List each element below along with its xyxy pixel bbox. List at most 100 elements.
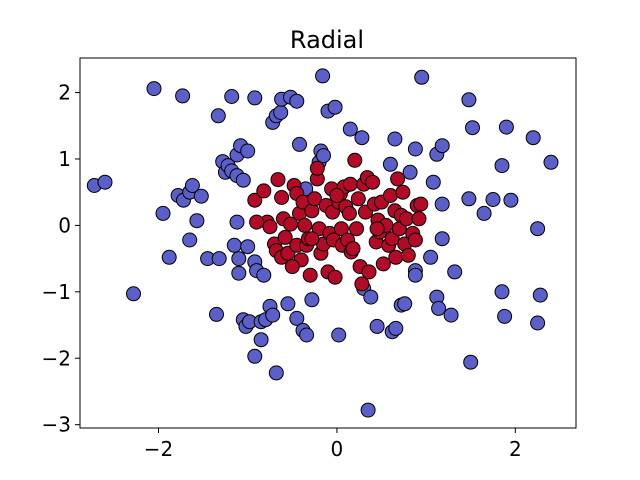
outer-class-point — [369, 318, 385, 334]
inner-class-point — [375, 256, 391, 272]
inner-class-point — [277, 229, 293, 245]
outer-class-point — [224, 89, 240, 104]
outer-class-point — [461, 92, 477, 108]
inner-class-point — [399, 211, 414, 227]
outer-class-point — [532, 287, 548, 303]
y-axis: −3 −2 −1 0 1 2 — [42, 81, 80, 437]
outer-class-point — [316, 148, 331, 164]
outer-class-point — [146, 81, 162, 97]
y-tick-label: −2 — [42, 346, 71, 370]
outer-class-point — [299, 327, 315, 343]
chart-title: Radial — [290, 26, 364, 54]
inner-class-point — [333, 221, 349, 237]
outer-class-point — [407, 267, 423, 283]
outer-class-point — [175, 88, 191, 104]
outer-class-point — [503, 192, 519, 208]
outer-class-point — [476, 205, 492, 221]
inner-class-point — [369, 221, 385, 237]
inner-class-point — [297, 217, 313, 233]
outer-class-point — [543, 154, 559, 170]
outer-class-point — [280, 296, 296, 312]
outer-class-point — [231, 265, 247, 281]
inner-class-point — [307, 191, 323, 207]
inner-class-point — [413, 196, 429, 212]
inner-class-point — [329, 188, 345, 203]
outer-class-point — [97, 174, 113, 190]
outer-class-point — [331, 327, 347, 343]
inner-class-point — [390, 171, 406, 187]
outer-class-point — [304, 292, 320, 308]
outer-class-point — [161, 249, 177, 265]
outer-class-point — [327, 99, 343, 115]
outer-class-point — [265, 307, 281, 323]
inner-class-point — [354, 276, 370, 292]
outer-class-point — [485, 192, 501, 207]
outer-class-point — [360, 402, 376, 418]
outer-class-point — [155, 205, 171, 221]
outer-class-point — [443, 307, 459, 323]
inner-class-point — [256, 183, 272, 199]
outer-class-point — [498, 119, 514, 135]
outer-class-point — [235, 172, 251, 188]
outer-class-point — [268, 365, 284, 381]
outer-class-point — [289, 310, 305, 326]
outer-class-point — [434, 231, 450, 247]
inner-class-point — [262, 219, 278, 235]
outer-class-point — [247, 90, 263, 106]
data-points — [86, 68, 559, 418]
outer-class-point — [240, 239, 256, 255]
x-axis: −2 0 2 — [144, 428, 522, 461]
inner-class-point — [302, 267, 318, 283]
outer-class-point — [184, 178, 200, 193]
outer-class-point — [247, 348, 263, 364]
inner-class-point — [395, 184, 411, 200]
inner-class-point — [361, 264, 377, 280]
outer-class-point — [210, 108, 226, 124]
outer-class-point — [289, 93, 305, 109]
x-tick-label: 0 — [331, 437, 344, 461]
outer-class-point — [315, 68, 331, 84]
inner-class-point — [304, 231, 320, 247]
x-tick-label: −2 — [144, 437, 173, 461]
outer-class-point — [525, 130, 541, 146]
outer-class-point — [231, 251, 247, 267]
inner-class-point — [350, 191, 366, 207]
outer-class-point — [388, 320, 404, 336]
outer-class-point — [397, 296, 413, 312]
y-tick-label: 2 — [58, 81, 71, 105]
outer-class-point — [530, 221, 546, 237]
y-tick-label: 1 — [58, 147, 71, 171]
outer-class-point — [447, 264, 463, 280]
outer-class-point — [363, 289, 379, 305]
outer-class-point — [182, 232, 198, 248]
y-tick-label: −1 — [42, 280, 71, 304]
outer-class-point — [494, 158, 510, 174]
outer-class-point — [407, 141, 423, 157]
y-tick-label: 0 — [58, 213, 71, 237]
outer-class-point — [434, 138, 450, 154]
outer-class-point — [382, 156, 398, 172]
outer-class-point — [253, 332, 269, 348]
outer-class-point — [354, 130, 370, 146]
inner-class-point — [341, 205, 357, 221]
inner-class-point — [365, 174, 381, 190]
outer-class-point — [256, 267, 272, 283]
outer-class-point — [465, 120, 480, 136]
outer-class-point — [463, 354, 479, 370]
outer-class-point — [193, 188, 209, 204]
inner-class-point — [411, 211, 427, 227]
outer-class-point — [494, 284, 510, 300]
outer-class-point — [402, 164, 418, 180]
outer-class-point — [431, 300, 447, 316]
inner-class-point — [347, 152, 363, 168]
inner-class-point — [284, 259, 300, 275]
outer-class-point — [461, 191, 477, 207]
outer-class-point — [342, 121, 358, 137]
outer-class-point — [189, 213, 205, 229]
outer-class-point — [414, 69, 430, 85]
inner-class-point — [249, 214, 265, 230]
outer-class-point — [434, 196, 450, 212]
outer-class-point — [292, 136, 307, 152]
outer-class-point — [530, 315, 546, 331]
